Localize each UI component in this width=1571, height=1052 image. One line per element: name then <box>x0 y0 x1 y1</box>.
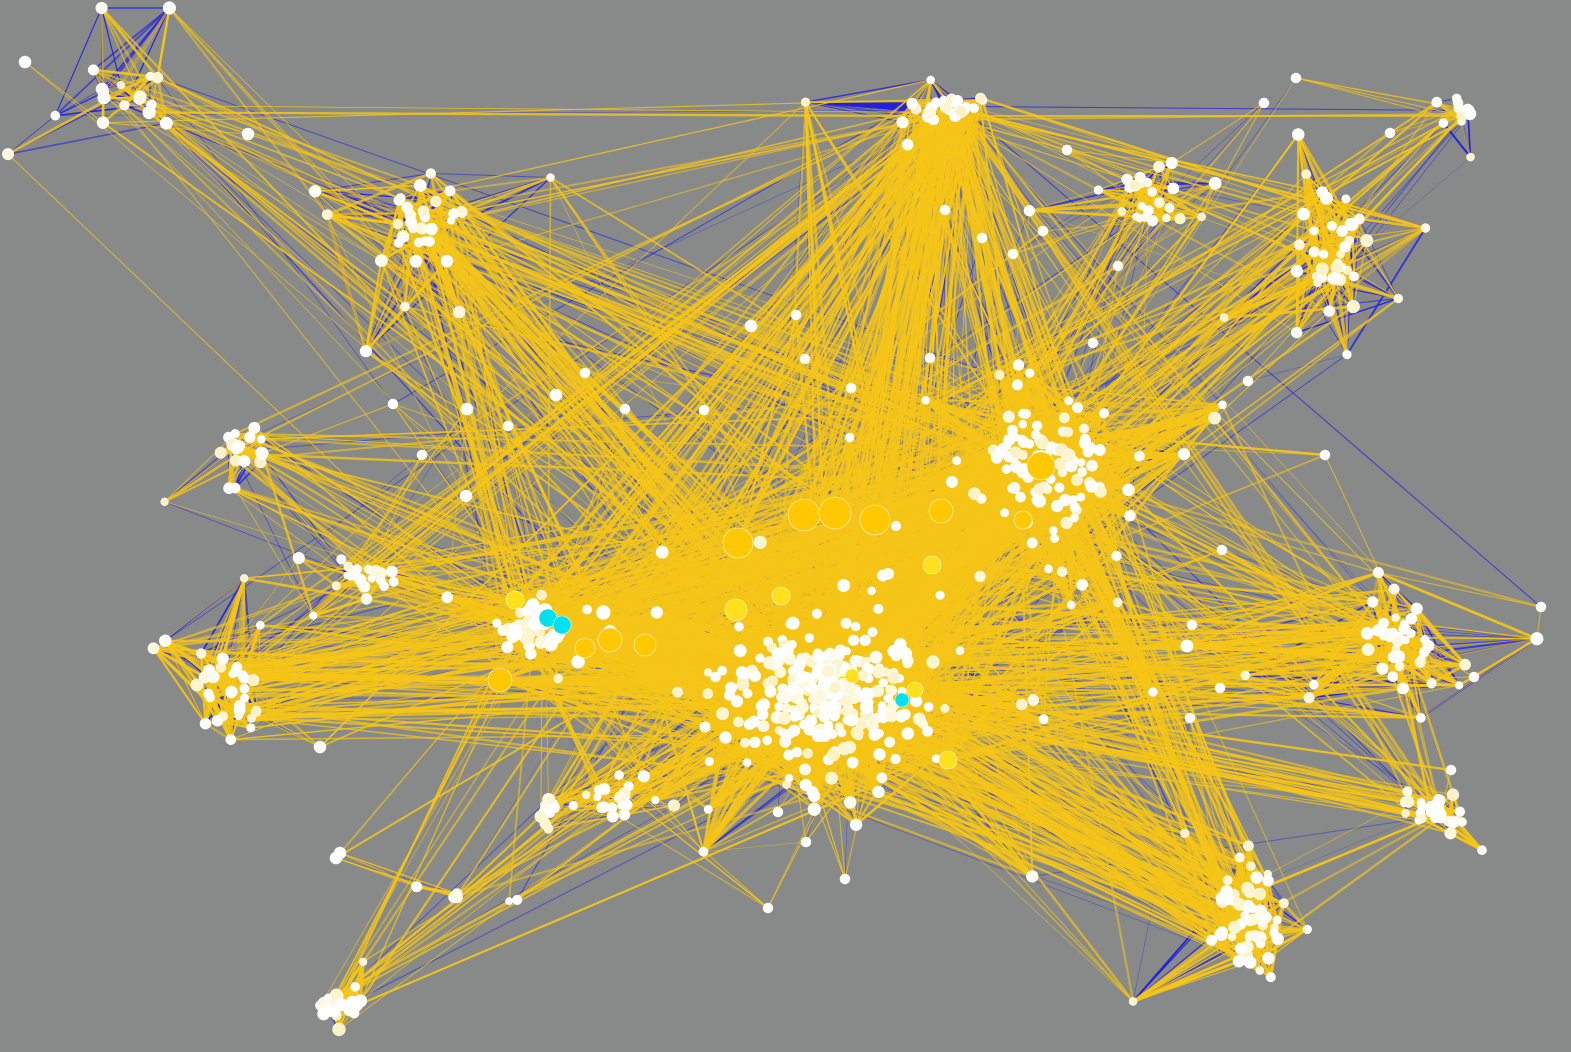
graph-edge-gold <box>152 647 207 725</box>
graph-edge-gold <box>1296 133 1353 226</box>
graph-edge-blue <box>54 7 171 117</box>
graph-edge-gold <box>93 69 151 78</box>
graph-edge-gold <box>156 7 171 78</box>
graph-edge-gold <box>153 647 206 678</box>
graph-edge-gold <box>1327 310 1349 356</box>
graph-edge-blue <box>1247 354 1348 382</box>
graph-edge-blue <box>805 79 931 103</box>
graph-edge-blue <box>54 7 103 116</box>
graph-edge-blue <box>315 172 431 192</box>
graph-edge-blue <box>430 172 551 179</box>
graph-edge-gold <box>164 433 236 503</box>
graph-edge-gold <box>298 557 348 577</box>
graph-edge-gold <box>1295 239 1368 334</box>
graph-edge-gold <box>1359 217 1426 230</box>
graph-edge-gold <box>381 198 401 261</box>
graph-edge-gold <box>380 259 407 308</box>
graph-edge-blue <box>927 116 1425 653</box>
graph-edge-gold <box>1460 121 1472 158</box>
graph-edge-gold <box>1029 189 1099 212</box>
graph-edge-blue <box>7 115 56 155</box>
graph-edge-gold <box>813 795 1033 878</box>
graph-edge-blue <box>945 105 1469 111</box>
graph-edge-gold <box>195 684 219 722</box>
graph-edge-blue <box>1012 180 1143 255</box>
graph-edge-gold <box>153 647 223 660</box>
graph-edge-gold <box>100 7 159 79</box>
graph-edge-gold <box>100 7 105 93</box>
graph-edge-blue <box>298 454 423 559</box>
graph-edge-blue <box>1333 115 1463 279</box>
graph-edge-gold <box>164 640 206 724</box>
graph-edge-gold <box>1317 282 1354 308</box>
graph-edge-gold <box>100 7 141 98</box>
graph-edge-blue <box>1404 628 1537 640</box>
graph-edge-blue <box>234 574 348 673</box>
graph-edge-blue <box>1341 156 1471 268</box>
graph-edge-gold <box>1295 134 1300 333</box>
graph-edge-gold <box>102 76 151 123</box>
graph-edge-gold <box>449 176 551 192</box>
graph-edge-gold <box>326 172 432 216</box>
graph-edge-gold <box>1295 227 1427 334</box>
